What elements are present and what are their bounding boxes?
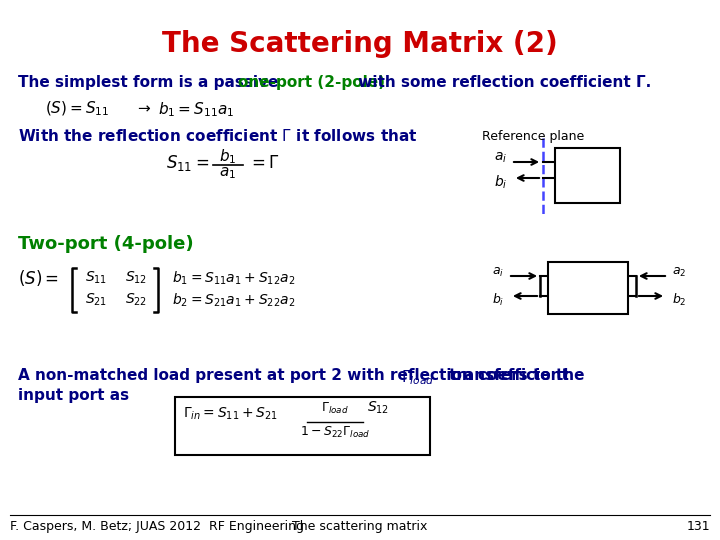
Text: one-port (2-pole): one-port (2-pole)	[238, 75, 385, 90]
Text: $b_2=S_{21}a_1+S_{22}a_2$: $b_2=S_{21}a_1+S_{22}a_2$	[172, 291, 295, 309]
Text: with some reflection coefficient Γ.: with some reflection coefficient Γ.	[353, 75, 652, 90]
Text: F. Caspers, M. Betz; JUAS 2012  RF Engineering: F. Caspers, M. Betz; JUAS 2012 RF Engine…	[10, 520, 304, 533]
Text: $a_i$: $a_i$	[492, 266, 504, 279]
Text: $S_{22}$: $S_{22}$	[125, 292, 147, 308]
Text: $1-S_{22}\Gamma_{load}$: $1-S_{22}\Gamma_{load}$	[300, 424, 370, 440]
Text: $\Gamma_{load}$: $\Gamma_{load}$	[321, 401, 349, 416]
Text: $b_1=S_{11}a_1$: $b_1=S_{11}a_1$	[158, 100, 235, 119]
Text: $a_1$: $a_1$	[220, 165, 237, 181]
Text: $\Gamma_{load}$: $\Gamma_{load}$	[401, 368, 434, 387]
Text: The scattering matrix: The scattering matrix	[292, 520, 428, 533]
Text: 131: 131	[686, 520, 710, 533]
Text: $S_{11}$: $S_{11}$	[85, 270, 107, 286]
Text: $a_2$: $a_2$	[672, 266, 686, 279]
Text: $S_{11}=$: $S_{11}=$	[166, 153, 210, 173]
Text: $\rightarrow$: $\rightarrow$	[135, 100, 152, 115]
Bar	[555, 148, 620, 203]
Text: $S_{12}$: $S_{12}$	[125, 270, 147, 286]
Bar	[175, 397, 430, 455]
Text: A non-matched load present at port 2 with reflection coefficient: A non-matched load present at port 2 wit…	[18, 368, 574, 383]
Text: $S_{12}$: $S_{12}$	[367, 400, 390, 416]
Bar	[548, 262, 628, 314]
Text: $(S)=S_{11}$: $(S)=S_{11}$	[45, 100, 109, 118]
Text: $S_{21}$: $S_{21}$	[85, 292, 107, 308]
Text: With the reflection coefficient $\Gamma$ it follows that: With the reflection coefficient $\Gamma$…	[18, 128, 418, 144]
Text: $a_i$: $a_i$	[494, 151, 507, 165]
Text: $b_i$: $b_i$	[492, 292, 504, 308]
Text: The Scattering Matrix (2): The Scattering Matrix (2)	[162, 30, 558, 58]
Text: $=\Gamma$: $=\Gamma$	[248, 154, 279, 172]
Text: input port as: input port as	[18, 388, 129, 403]
Text: $b_i$: $b_i$	[493, 173, 507, 191]
Text: $(S)=$: $(S)=$	[18, 268, 59, 288]
Text: The simplest form is a passive: The simplest form is a passive	[18, 75, 284, 90]
Text: transfers to the: transfers to the	[449, 368, 585, 383]
Text: Reference plane: Reference plane	[482, 130, 584, 143]
Text: $b_1$: $b_1$	[220, 147, 237, 166]
Text: Two-port (4-pole): Two-port (4-pole)	[18, 235, 194, 253]
Text: $b_1=S_{11}a_1+S_{12}a_2$: $b_1=S_{11}a_1+S_{12}a_2$	[172, 269, 295, 287]
Text: $\Gamma_{in}=S_{11}+S_{21}$: $\Gamma_{in}=S_{11}+S_{21}$	[183, 406, 278, 422]
Text: $b_2$: $b_2$	[672, 292, 687, 308]
